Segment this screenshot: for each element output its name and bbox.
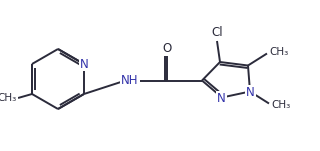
Text: N: N [217,92,226,104]
Text: N: N [80,58,88,71]
Text: CH₃: CH₃ [0,93,17,103]
Text: CH₃: CH₃ [269,48,288,58]
Text: CH₃: CH₃ [271,100,290,109]
Text: O: O [162,42,172,56]
Text: N: N [246,85,255,98]
Text: Cl: Cl [211,26,223,40]
Text: NH: NH [121,74,139,87]
